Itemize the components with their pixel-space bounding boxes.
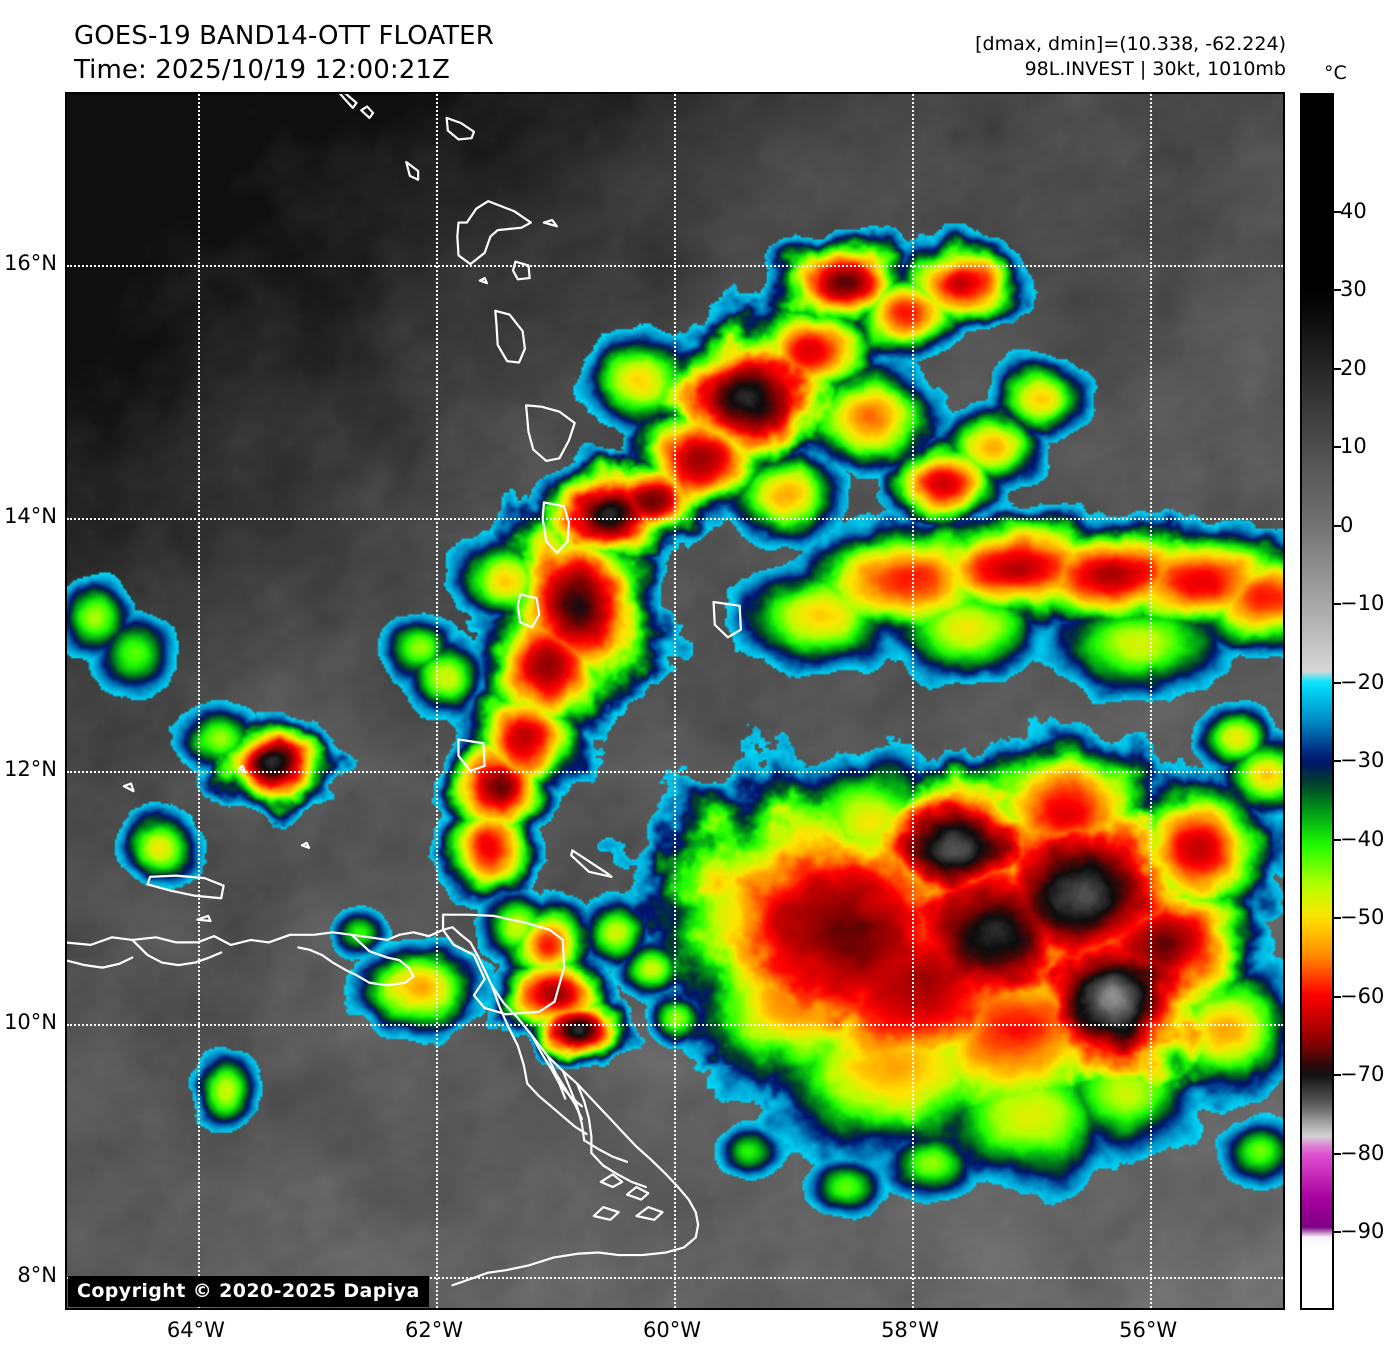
dmax-dmin-label: [dmax, dmin]=(10.338, -62.224) bbox=[975, 33, 1286, 55]
colorbar-tick-label: −30 bbox=[1340, 748, 1385, 773]
y-axis-tick-label: 14°N bbox=[4, 503, 57, 528]
coastline-path bbox=[490, 984, 529, 1085]
colorbar-tick-label: 40 bbox=[1340, 198, 1367, 223]
colorbar-tick-mark bbox=[1334, 1231, 1341, 1234]
x-axis-tick-label: 60°W bbox=[643, 1318, 702, 1342]
colorbar-tick-mark bbox=[1334, 210, 1341, 213]
y-axis-tick-label: 10°N bbox=[4, 1009, 57, 1034]
coastline-path bbox=[456, 200, 532, 266]
coastline-path bbox=[635, 1206, 664, 1221]
satellite-image-panel bbox=[65, 92, 1285, 1310]
colorbar-unit-label: °C bbox=[1324, 62, 1347, 84]
coastline-path bbox=[237, 764, 247, 774]
coastline-path bbox=[360, 105, 375, 120]
x-axis-tick-label: 56°W bbox=[1119, 1318, 1178, 1342]
colorbar-tick-mark bbox=[1334, 681, 1341, 684]
colorbar-tick-mark bbox=[1334, 603, 1341, 606]
coastline-path bbox=[478, 276, 489, 285]
timestamp-label: Time: 2025/10/19 12:00:21Z bbox=[74, 54, 450, 85]
colorbar-tick-mark bbox=[1334, 446, 1341, 449]
coastline-overlay bbox=[67, 94, 742, 1287]
colorbar-tick-mark bbox=[1334, 367, 1341, 370]
coastline-path bbox=[146, 874, 225, 900]
coastline-path bbox=[590, 1151, 647, 1189]
colorbar-tick-mark bbox=[1334, 1074, 1341, 1077]
coastline-path bbox=[576, 1082, 593, 1155]
coastline-path bbox=[494, 309, 526, 364]
colorbar-tick-mark bbox=[1334, 838, 1341, 841]
coastline-path bbox=[511, 260, 531, 281]
coastline-path bbox=[67, 926, 700, 1287]
y-axis-tick-label: 16°N bbox=[4, 250, 57, 275]
colorbar-tick-mark bbox=[1334, 917, 1341, 920]
colorbar-tick-mark bbox=[1334, 995, 1341, 998]
coastline-path bbox=[542, 218, 559, 228]
coastline-path bbox=[405, 160, 420, 181]
colorbar-tick-label: 0 bbox=[1340, 512, 1354, 537]
colorbar-tick-mark bbox=[1334, 289, 1341, 292]
coastline-path bbox=[592, 1206, 620, 1221]
coastline-path bbox=[558, 1082, 584, 1108]
colorbar bbox=[1300, 93, 1334, 1310]
metadata-block: [dmax, dmin]=(10.338, -62.224) 98L.INVES… bbox=[975, 32, 1286, 82]
colorbar-tick-label: −70 bbox=[1340, 1062, 1385, 1087]
coastline-path bbox=[561, 1069, 586, 1142]
coastline-path bbox=[441, 913, 566, 1016]
copyright-banner: Copyright © 2020-2025 Dapiya bbox=[68, 1276, 429, 1307]
coastline-path bbox=[524, 404, 576, 462]
coastline-path bbox=[516, 593, 541, 629]
y-axis-tick-label: 12°N bbox=[4, 756, 57, 781]
x-axis-tick-label: 62°W bbox=[404, 1318, 463, 1342]
coastline-path bbox=[599, 1173, 624, 1189]
coastline-path bbox=[122, 782, 135, 793]
title-block: GOES-19 BAND14-OTT FLOATER Time: 2025/10… bbox=[74, 20, 494, 88]
coastline-path bbox=[297, 933, 415, 987]
coastline-path bbox=[196, 914, 212, 923]
coastline-path bbox=[546, 1054, 584, 1121]
coastline-path bbox=[526, 1082, 588, 1136]
coastline-path bbox=[300, 841, 311, 849]
colorbar-tick-label: −60 bbox=[1340, 983, 1385, 1008]
colorbar-tick-label: −10 bbox=[1340, 591, 1385, 616]
colorbar-tick-label: −40 bbox=[1340, 826, 1385, 851]
x-axis-tick-label: 64°W bbox=[166, 1318, 225, 1342]
storm-info-label: 98L.INVEST | 30kt, 1010mb bbox=[1024, 58, 1286, 81]
coastline-path bbox=[338, 94, 358, 109]
y-axis-tick-label: 8°N bbox=[17, 1262, 57, 1287]
coastline-path bbox=[67, 956, 134, 969]
coastline-path bbox=[530, 1034, 567, 1100]
colorbar-tick-label: 30 bbox=[1340, 277, 1367, 302]
colorbar-tick-label: 20 bbox=[1340, 355, 1367, 380]
colorbar-tick-mark bbox=[1334, 524, 1341, 527]
coastline-path bbox=[457, 738, 486, 773]
coastline-path bbox=[541, 501, 570, 554]
colorbar-tick-mark bbox=[1334, 760, 1341, 763]
colorbar-gradient bbox=[1302, 95, 1332, 1308]
coastline-path bbox=[131, 938, 223, 967]
x-axis-tick-label: 58°W bbox=[881, 1318, 940, 1342]
coastline-path bbox=[570, 849, 613, 878]
colorbar-tick-label: −20 bbox=[1340, 669, 1385, 694]
colorbar-tick-mark bbox=[1334, 1152, 1341, 1155]
colorbar-tick-label: 10 bbox=[1340, 434, 1367, 459]
colorbar-tick-label: −50 bbox=[1340, 905, 1385, 930]
page-title: GOES-19 BAND14-OTT FLOATER bbox=[74, 21, 494, 51]
colorbar-tick-label: −80 bbox=[1340, 1140, 1385, 1165]
coastline-path bbox=[625, 1185, 650, 1201]
coastline-path bbox=[445, 116, 476, 141]
coastline-path bbox=[712, 600, 742, 639]
colorbar-tick-label: −90 bbox=[1340, 1219, 1385, 1244]
coastline-path bbox=[583, 1139, 629, 1163]
